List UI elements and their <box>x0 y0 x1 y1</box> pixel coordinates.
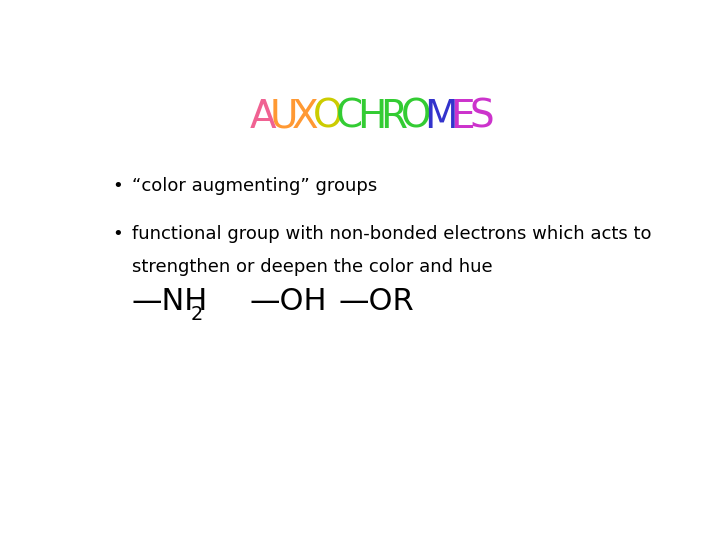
Text: —OH: —OH <box>249 287 327 316</box>
Text: “color augmenting” groups: “color augmenting” groups <box>132 177 377 195</box>
Text: M: M <box>425 98 458 136</box>
Text: X: X <box>292 98 319 136</box>
Text: H: H <box>357 98 387 136</box>
Text: C: C <box>336 98 364 136</box>
Text: A: A <box>249 98 276 136</box>
Text: —OR: —OR <box>338 287 414 316</box>
Text: •: • <box>112 225 123 243</box>
Text: strengthen or deepen the color and hue: strengthen or deepen the color and hue <box>132 258 492 276</box>
Text: —NH: —NH <box>132 287 208 316</box>
Text: R: R <box>380 98 407 136</box>
Text: E: E <box>451 98 475 136</box>
Text: 2: 2 <box>191 305 203 324</box>
Text: U: U <box>270 98 298 136</box>
Text: O: O <box>312 98 343 136</box>
Text: S: S <box>469 98 494 136</box>
Text: •: • <box>112 177 123 195</box>
Text: functional group with non-bonded electrons which acts to: functional group with non-bonded electro… <box>132 225 652 243</box>
Text: O: O <box>401 98 431 136</box>
